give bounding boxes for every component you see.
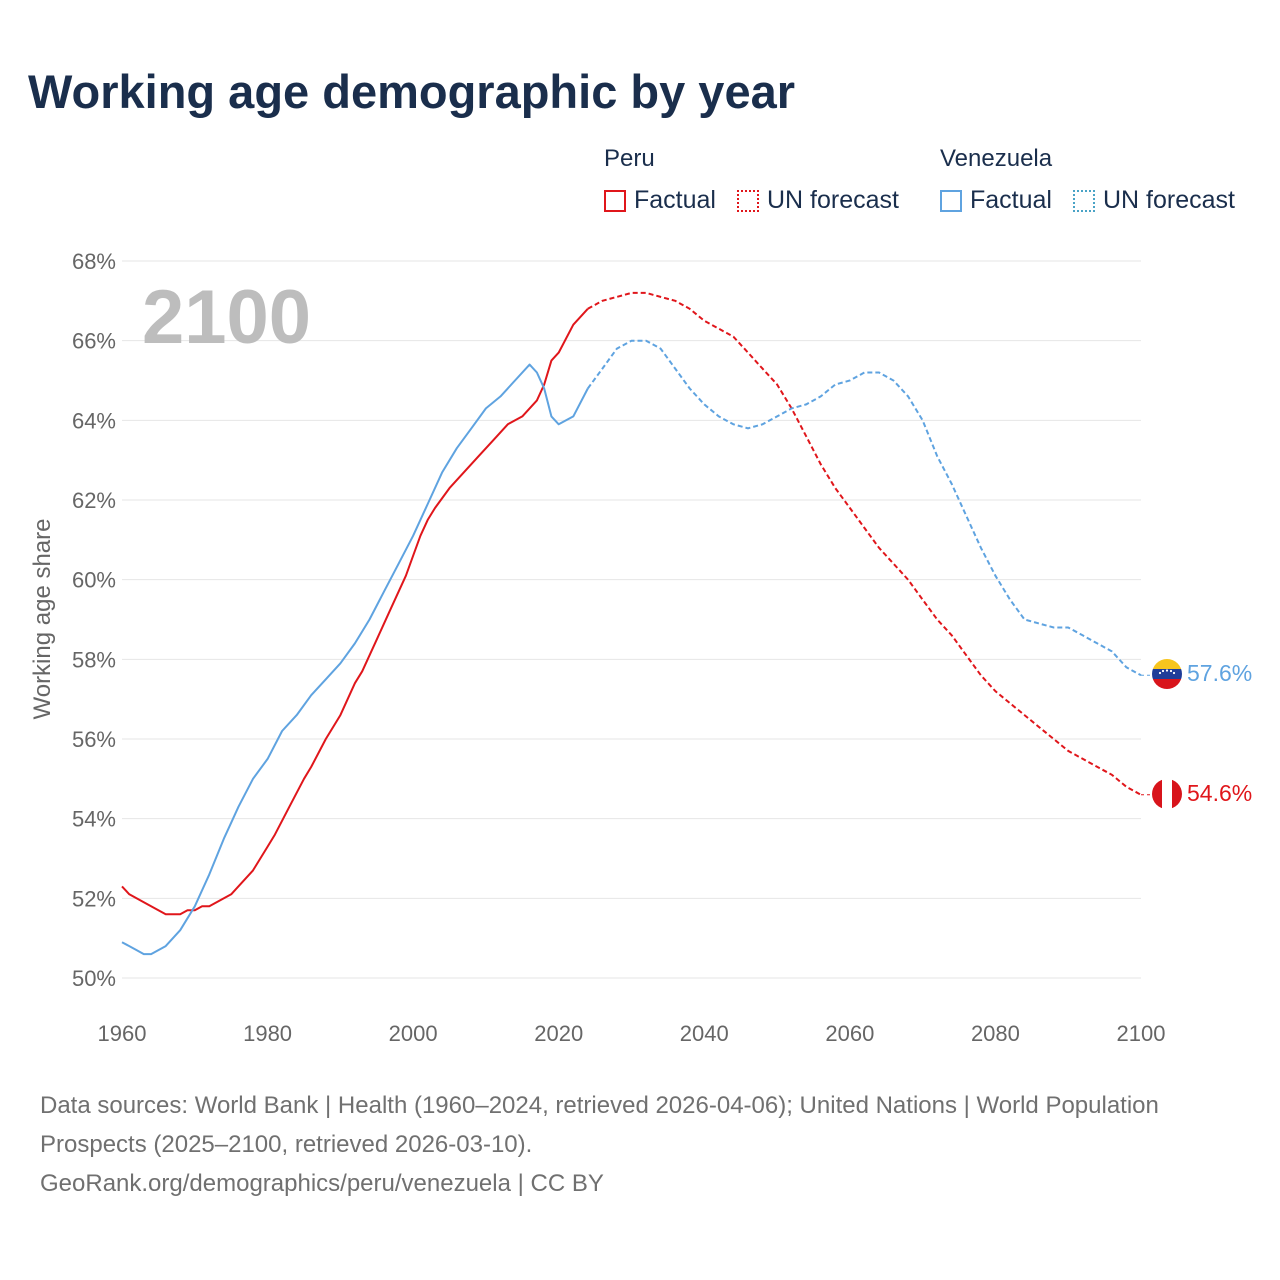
venezuela-forecast-line[interactable] [586,339,1142,677]
legend-peru-factual[interactable]: Factual [604,186,716,215]
legend-venezuela-factual[interactable]: Factual [940,186,1052,215]
y-tick-label: 60% [72,568,116,593]
peru-factual-line[interactable] [121,308,589,916]
y-tick-label: 54% [72,807,116,832]
venezuela-flag-icon [1152,659,1182,689]
venezuela-end-value: 57.6% [1187,660,1252,686]
legend-swatch-solid-icon [604,189,626,212]
x-tick-label: 2080 [971,1021,1020,1046]
x-tick-label: 2000 [389,1021,438,1046]
legend-swatch-dotted-icon [1073,189,1095,212]
legend-peru-factual-label: Factual [634,186,716,214]
peru-flag-icon [1152,779,1182,809]
y-tick-label: 56% [72,727,116,752]
legend-peru-forecast[interactable]: UN forecast [737,186,899,215]
year-watermark: 2100 [142,275,311,360]
x-tick-label: 2100 [1117,1021,1166,1046]
y-tick-label: 58% [72,647,116,672]
x-tick-label: 2020 [534,1021,583,1046]
x-axis-ticks: 1960 1980 2000 2020 2040 2060 2080 2100 [98,1021,1166,1046]
peru-forecast-line[interactable] [587,291,1142,796]
grid-lines [122,260,1141,979]
legend-venezuela-factual-label: Factual [970,186,1052,214]
x-tick-label: 1980 [243,1021,292,1046]
data-sources: Data sources: World Bank | Health (1960–… [40,1092,1159,1158]
y-tick-label: 50% [72,966,116,991]
legend-venezuela-forecast[interactable]: UN forecast [1073,186,1235,215]
peru-end-value: 54.6% [1187,780,1252,806]
series-lines [121,291,1152,956]
legend-venezuela-label: Venezuela [940,145,1053,172]
legend-swatch-solid-icon [940,189,962,212]
y-axis-ticks: 50% 52% 54% 56% 58% 60% 62% 64% 66% 68% [72,249,116,991]
legend-peru-label: Peru [604,145,655,172]
x-tick-label: 2040 [680,1021,729,1046]
legend-peru-forecast-label: UN forecast [767,186,899,214]
y-tick-label: 64% [72,408,116,433]
x-tick-label: 1960 [98,1021,147,1046]
x-tick-label: 2060 [825,1021,874,1046]
footer: Data sources: World Bank | Health (1960–… [40,1086,1240,1203]
y-tick-label: 68% [72,249,116,274]
legend-swatch-dotted-icon [737,189,759,212]
legend-venezuela-forecast-label: UN forecast [1103,186,1235,214]
y-tick-label: 52% [72,886,116,911]
venezuela-factual-line[interactable] [121,363,589,956]
y-axis-label: Working age share [29,519,56,720]
y-tick-label: 66% [72,329,116,354]
y-tick-label: 62% [72,488,116,513]
chart-title: Working age demographic by year [28,65,796,118]
line-chart: 50% 52% 54% 56% 58% 60% 62% 64% 66% 68% 1960 1980 2… [29,249,1252,1046]
source-link[interactable]: GeoRank.org/demographics/peru/venezuela … [40,1170,604,1197]
